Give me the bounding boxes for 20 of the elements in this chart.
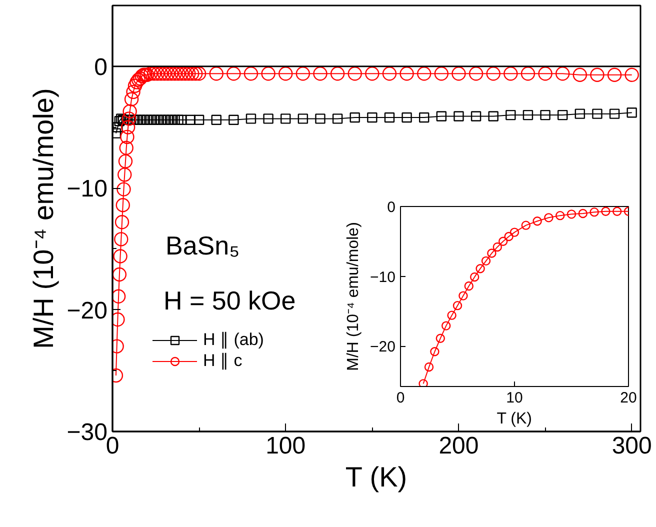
legend-label: H ∥ (ab) <box>203 329 264 350</box>
y-tick-label: −10 <box>66 176 108 203</box>
x-tick-label: 100 <box>266 432 306 460</box>
y-tick-label: −30 <box>66 419 108 446</box>
annotation: BaSn₅ <box>166 230 240 260</box>
x-axis-title: T (K) <box>345 462 408 492</box>
y-tick-label: −10 <box>370 268 396 286</box>
y-axis-title: M/H (10⁻⁴ emu/mole) <box>28 88 59 349</box>
y-tick-label: −20 <box>66 297 108 324</box>
x-tick-label: 200 <box>438 432 479 460</box>
legend-label: H ∥ c <box>203 350 242 371</box>
annotation: H = 50 kOe <box>164 286 296 316</box>
y-tick-label: 0 <box>387 199 396 216</box>
y-axis-title: M/H (10⁻⁴ emu/mole) <box>345 222 362 371</box>
y-tick-label: 0 <box>94 54 108 81</box>
x-tick-label: 20 <box>620 390 637 406</box>
x-tick-label: 10 <box>506 390 523 406</box>
x-axis-title: T (K) <box>496 410 532 428</box>
x-tick-label: 300 <box>612 432 652 460</box>
y-tick-label: −20 <box>370 338 396 356</box>
